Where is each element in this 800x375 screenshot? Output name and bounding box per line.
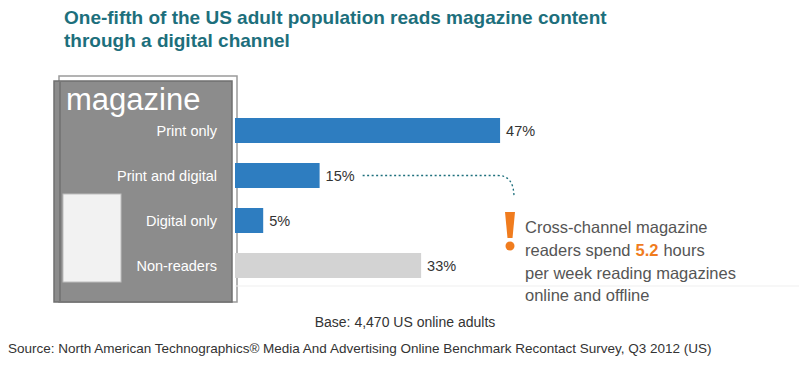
annotation-text: Cross-channel magazine <box>525 218 708 236</box>
category-label: Print and digital <box>117 168 217 184</box>
data-label: 15% <box>326 168 355 184</box>
annotation-connector <box>363 176 514 198</box>
annotation-text: hours <box>663 241 704 259</box>
bar <box>235 253 421 278</box>
category-label: Non-readers <box>136 258 217 274</box>
bar <box>235 118 500 143</box>
bar <box>235 208 263 233</box>
annotation-highlight: 5.2 <box>636 241 659 259</box>
category-label: Print only <box>157 123 218 139</box>
source: Source: North American Technographics® M… <box>8 341 712 356</box>
bar <box>235 163 320 188</box>
x-axis-line <box>235 286 799 287</box>
annotation-text: readers spend 5.2hours <box>525 241 705 259</box>
exclamation-dot <box>506 242 515 251</box>
cover-text: magazine <box>66 82 200 117</box>
data-label: 5% <box>269 213 290 229</box>
magazine-label <box>63 194 121 282</box>
annotation-text: online and offline <box>525 286 649 304</box>
title: One-fifth of the US adult population rea… <box>64 7 607 28</box>
bars <box>235 118 500 278</box>
exclamation-bar <box>505 212 515 238</box>
data-label: 47% <box>506 123 535 139</box>
category-label: Digital only <box>146 213 218 229</box>
annotation-text: per week reading magazines <box>525 264 736 282</box>
note: Base: 4,470 US online adults <box>315 314 496 330</box>
title: through a digital channel <box>64 30 290 51</box>
data-label: 33% <box>427 258 456 274</box>
magazine-spine <box>59 82 61 301</box>
annotation-text: readers spend <box>525 241 631 259</box>
magazine-cover <box>54 81 232 302</box>
chart: One-fifth of the US adult population rea… <box>0 0 800 375</box>
